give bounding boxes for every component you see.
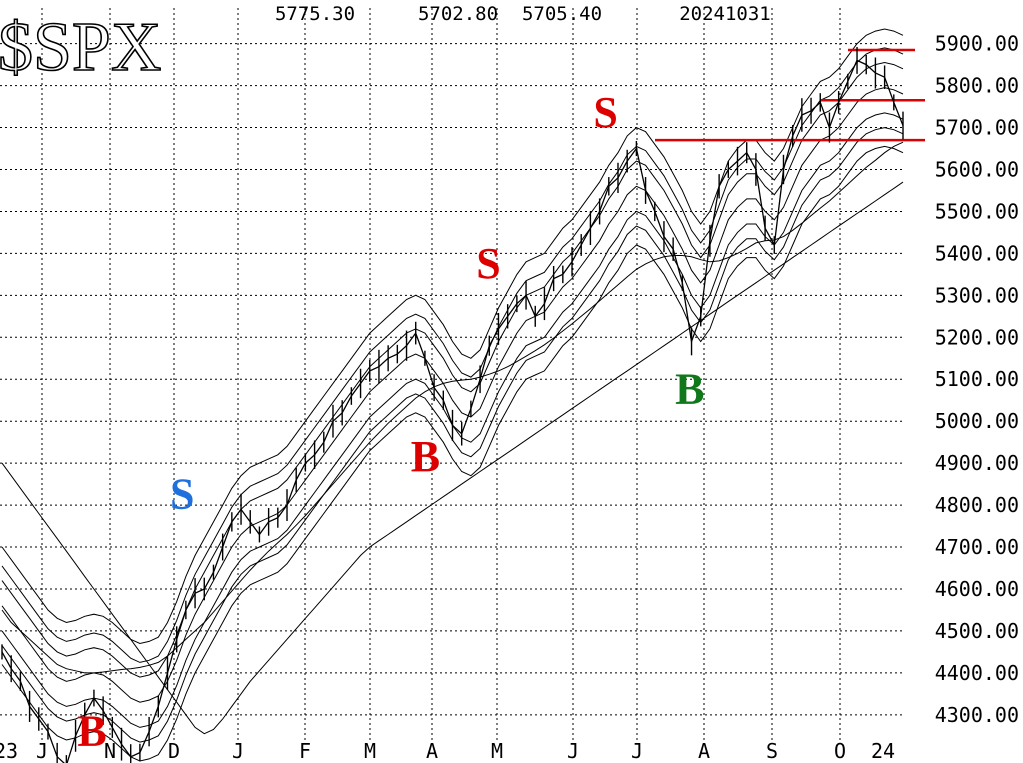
y-tick-label: 5500.00: [935, 199, 1019, 223]
signal-label: B: [411, 432, 440, 481]
x-tick-label: J: [631, 739, 643, 763]
upper-band-line: [1, 28, 904, 645]
x-tick-label: O: [834, 739, 846, 763]
price-series: [1, 47, 904, 763]
chart-title: $SPX: [0, 9, 161, 86]
moving-average-200: [1, 181, 904, 735]
y-tick-label: 4400.00: [935, 661, 1019, 685]
y-tick-label: 4900.00: [935, 451, 1019, 475]
y-tick-label: 5600.00: [935, 158, 1019, 182]
signal-label: B: [77, 707, 106, 756]
moving-average-20: [1, 87, 904, 703]
header-value: 5775.30: [275, 3, 355, 25]
signal-label: S: [170, 470, 194, 519]
signal-annotations: S B B S S B: [77, 88, 704, 756]
y-tick-label: 4600.00: [935, 577, 1019, 601]
x-tick-label: J: [567, 739, 579, 763]
x-tick-label: F: [299, 739, 311, 763]
y-tick-label: 4800.00: [935, 493, 1019, 517]
y-tick-label: 5300.00: [935, 283, 1019, 307]
x-tick-label: M: [364, 739, 376, 763]
x-axis-tick-labels: 23 J N D J F M A M J J A S O 24: [0, 739, 895, 763]
x-tick-label: A: [698, 739, 710, 763]
chart-header: $SPX 5775.30 5702.80 5705.40 20241031: [0, 3, 771, 87]
signal-label: S: [593, 88, 617, 137]
header-value: 5705.40: [522, 3, 602, 25]
lower-band-line: [1, 145, 904, 762]
x-tick-label: A: [426, 739, 438, 763]
bollinger-bands: [1, 28, 904, 762]
y-tick-label: 4700.00: [935, 535, 1019, 559]
resistance-lines: [655, 48, 925, 142]
y-tick-label: 5800.00: [935, 74, 1019, 98]
moving-average-50: [1, 141, 904, 674]
y-tick-label: 5400.00: [935, 241, 1019, 265]
header-value: 20241031: [679, 3, 771, 25]
x-tick-label: J: [232, 739, 244, 763]
signal-label: S: [476, 239, 500, 288]
y-tick-label: 5100.00: [935, 367, 1019, 391]
y-tick-label: 5700.00: [935, 116, 1019, 140]
x-tick-label: M: [491, 739, 503, 763]
y-tick-label: 5900.00: [935, 32, 1019, 56]
x-tick-label: S: [766, 739, 778, 763]
x-tick-label: 24: [871, 739, 895, 763]
upper-band-line: [1, 61, 904, 678]
y-tick-label: 4500.00: [935, 619, 1019, 643]
signal-label: B: [675, 365, 704, 414]
x-tick-label: D: [168, 739, 180, 763]
header-value: 5702.80: [418, 3, 498, 25]
y-tick-label: 5200.00: [935, 325, 1019, 349]
y-axis-tick-labels: 5900.00 5800.00 5700.00 5600.00 5500.00 5400.…: [935, 32, 1019, 727]
x-tick-label: 23: [0, 739, 18, 763]
y-tick-label: 4300.00: [935, 703, 1019, 727]
x-tick-label: N: [104, 739, 116, 763]
x-tick-label: J: [36, 739, 48, 763]
upper-band-line: [1, 47, 904, 663]
y-tick-label: 5000.00: [935, 409, 1019, 433]
